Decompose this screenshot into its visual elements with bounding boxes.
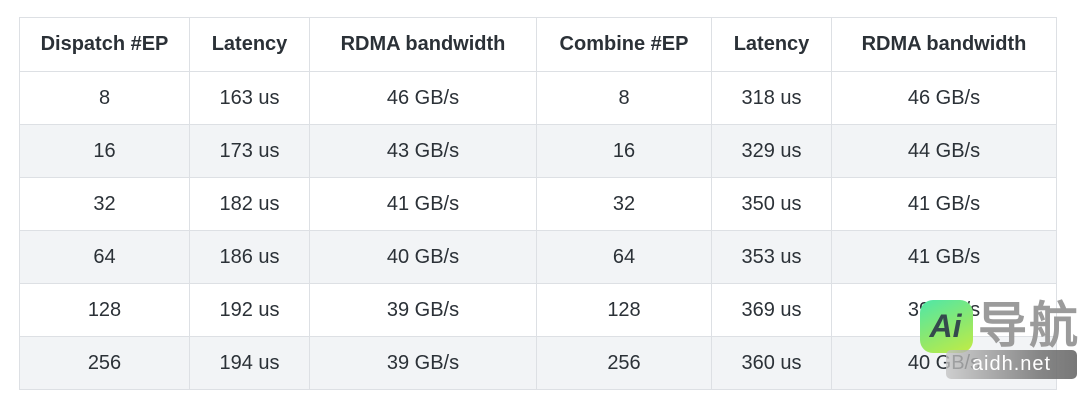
column-header: RDMA bandwidth: [309, 17, 537, 72]
table-cell: 44 GB/s: [831, 124, 1057, 178]
table-cell: 329 us: [711, 124, 832, 178]
table-body: 8 163 us 46 GB/s 8 318 us 46 GB/s 16 173 us 43 G…: [19, 71, 1057, 390]
table-row: 32 182 us 41 GB/s 32 350 us 41 GB/s: [19, 177, 1057, 231]
table-cell: 41 GB/s: [309, 177, 537, 231]
table-cell: 173 us: [189, 124, 310, 178]
table-cell: 16: [536, 124, 712, 178]
table-cell: 46 GB/s: [831, 71, 1057, 125]
column-header: Latency: [711, 17, 832, 72]
table-cell: 369 us: [711, 283, 832, 337]
table-cell: 41 GB/s: [831, 177, 1057, 231]
table-cell: 64: [536, 230, 712, 284]
table-row: 256 194 us 39 GB/s 256 360 us 40 GB/s: [19, 336, 1057, 390]
table-cell: 256: [536, 336, 712, 390]
table-cell: 256: [19, 336, 190, 390]
table-cell: 350 us: [711, 177, 832, 231]
table-cell: 40 GB/s: [309, 230, 537, 284]
table-row: 64 186 us 40 GB/s 64 353 us 41 GB/s: [19, 230, 1057, 284]
table-cell: 32: [19, 177, 190, 231]
table-cell: 46 GB/s: [309, 71, 537, 125]
table-cell: 318 us: [711, 71, 832, 125]
table-cell: 182 us: [189, 177, 310, 231]
table-row: 128 192 us 39 GB/s 128 369 us 39 GB/s: [19, 283, 1057, 337]
table-cell: 64: [19, 230, 190, 284]
table-cell: 128: [19, 283, 190, 337]
column-header: Dispatch #EP: [19, 17, 190, 72]
table-cell: 39 GB/s: [309, 283, 537, 337]
table-row: 16 173 us 43 GB/s 16 329 us 44 GB/s: [19, 124, 1057, 178]
header-row: Dispatch #EP Latency RDMA bandwidth Combine…: [19, 17, 1057, 72]
table-cell: 43 GB/s: [309, 124, 537, 178]
table-cell: 192 us: [189, 283, 310, 337]
column-header: Combine #EP: [536, 17, 712, 72]
table-cell: 39 GB/s: [831, 283, 1057, 337]
performance-table: Dispatch #EP Latency RDMA bandwidth Combine…: [19, 17, 1057, 390]
table-row: 8 163 us 46 GB/s 8 318 us 46 GB/s: [19, 71, 1057, 125]
table-cell: 128: [536, 283, 712, 337]
table-cell: 40 GB/s: [831, 336, 1057, 390]
table-cell: 41 GB/s: [831, 230, 1057, 284]
table-cell: 186 us: [189, 230, 310, 284]
table-cell: 194 us: [189, 336, 310, 390]
table-cell: 8: [536, 71, 712, 125]
table-cell: 39 GB/s: [309, 336, 537, 390]
table-cell: 360 us: [711, 336, 832, 390]
table-cell: 163 us: [189, 71, 310, 125]
table-cell: 16: [19, 124, 190, 178]
table-cell: 353 us: [711, 230, 832, 284]
column-header: RDMA bandwidth: [831, 17, 1057, 72]
column-header: Latency: [189, 17, 310, 72]
table-cell: 8: [19, 71, 190, 125]
table-cell: 32: [536, 177, 712, 231]
